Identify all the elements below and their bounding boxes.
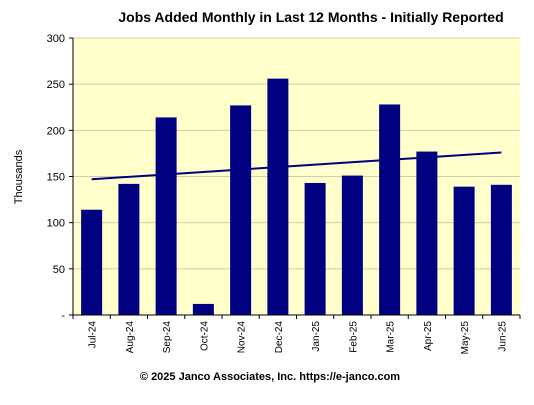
bar <box>490 184 512 315</box>
chart-title: Jobs Added Monthly in Last 12 Months - I… <box>118 9 503 25</box>
x-tick-label: Nov-24 <box>237 321 248 354</box>
bar <box>341 175 363 315</box>
trendline <box>91 151 502 181</box>
x-tick-label: Oct-24 <box>199 321 210 351</box>
x-tick-label: May-25 <box>460 321 471 355</box>
bar <box>304 182 326 315</box>
bar <box>81 209 103 315</box>
y-tick-label: 250 <box>47 79 65 91</box>
credit-text: © 2025 Janco Associates, Inc. https://e-… <box>140 371 400 383</box>
x-tick-label: Feb-25 <box>348 321 359 353</box>
y-tick-label: 200 <box>47 125 65 137</box>
y-axis-label: Thousands <box>13 149 25 204</box>
x-tick-label: Jun-25 <box>497 321 508 352</box>
y-tick-label: 100 <box>47 218 65 230</box>
bar <box>118 183 140 315</box>
trendline-group <box>91 151 502 181</box>
x-tick-label: Aug-24 <box>125 321 136 354</box>
bar <box>267 78 289 315</box>
bar <box>155 117 177 315</box>
x-axis: Jul-24 Aug-24 Sep-24 Oct-24 Nov-24 Dec-24 Jan-… <box>72 314 521 355</box>
bar <box>230 105 252 315</box>
y-tick-label: 150 <box>47 172 65 184</box>
x-tick-label: Dec-24 <box>274 321 285 354</box>
y-tick-label: 50 <box>53 264 65 276</box>
bar <box>416 151 438 315</box>
x-tick-label: Apr-25 <box>423 321 434 351</box>
bar <box>192 303 214 315</box>
x-tick-label: Sep-24 <box>162 321 173 354</box>
x-tick-label: Mar-25 <box>386 321 397 353</box>
y-tick-label: - <box>61 310 65 322</box>
bar <box>379 104 401 315</box>
x-tick-label: Jul-24 <box>88 321 99 349</box>
bars <box>81 78 512 315</box>
bar <box>453 186 475 315</box>
y-axis: - 50 100 150 200 250 300 <box>47 33 74 322</box>
x-tick-label: Jan-25 <box>311 321 322 352</box>
y-tick-label: 300 <box>47 33 65 45</box>
